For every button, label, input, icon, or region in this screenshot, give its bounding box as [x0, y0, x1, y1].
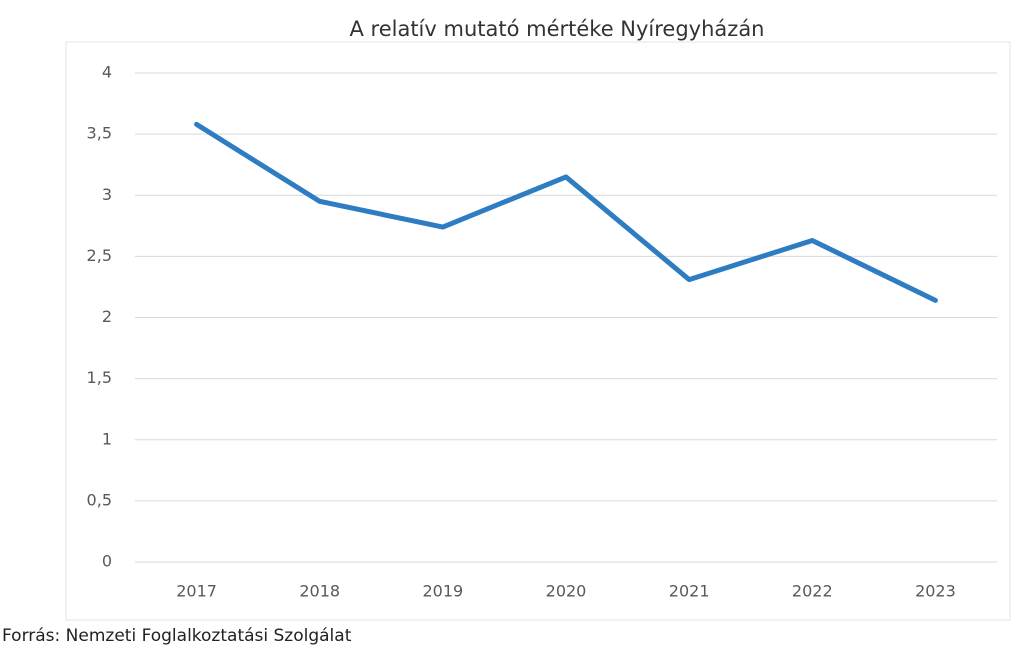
y-tick-label: 3	[102, 185, 112, 204]
y-tick-label: 0	[102, 552, 112, 571]
source-note: Forrás: Nemzeti Foglalkoztatási Szolgála…	[2, 626, 352, 646]
y-tick-label: 0,5	[87, 490, 112, 509]
chart-border	[65, 41, 1011, 621]
x-tick-label: 2022	[792, 582, 833, 601]
x-tick-label: 2020	[546, 582, 587, 601]
y-tick-label: 1,5	[87, 368, 112, 387]
x-tick-label: 2018	[299, 582, 340, 601]
y-tick-label: 2,5	[87, 246, 112, 265]
y-tick-label: 3,5	[87, 124, 112, 143]
x-tick-label: 2019	[422, 582, 463, 601]
line-series	[194, 121, 938, 303]
chart-title: A relatív mutató mértéke Nyíregyházán	[349, 17, 764, 41]
x-tick-label: 2021	[669, 582, 710, 601]
y-tick-label: 2	[102, 307, 112, 326]
y-tick-label: 1	[102, 429, 112, 448]
y-tick-label: 4	[102, 63, 112, 82]
x-tick-label: 2023	[915, 582, 956, 601]
x-tick-label: 2017	[176, 582, 217, 601]
